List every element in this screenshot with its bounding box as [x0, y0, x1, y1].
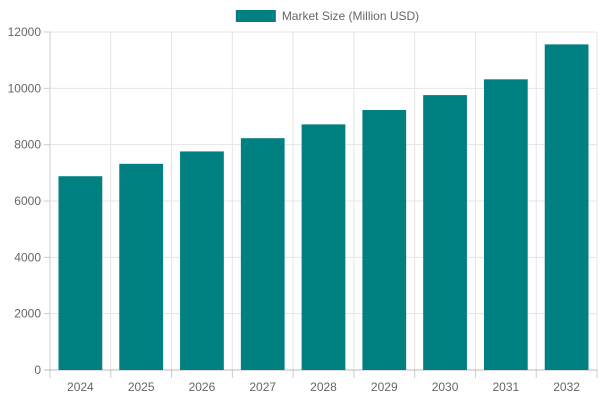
- bar-2029[interactable]: [362, 110, 407, 370]
- bar-2032[interactable]: [544, 44, 589, 370]
- legend[interactable]: Market Size (Million USD): [235, 9, 419, 23]
- y-tick-label: 2000: [14, 307, 41, 321]
- y-tick-label: 6000: [14, 194, 41, 208]
- bars: [58, 44, 589, 371]
- x-tick-label: 2029: [371, 380, 398, 394]
- bar-2030[interactable]: [423, 95, 467, 371]
- x-tick-label: 2031: [492, 380, 519, 394]
- x-tick-label: 2026: [189, 380, 216, 394]
- bar-2031[interactable]: [483, 79, 528, 370]
- x-tick-label: 2030: [432, 380, 459, 394]
- y-tick-label: 8000: [14, 138, 41, 152]
- x-tick-label: 2027: [249, 380, 276, 394]
- legend-label[interactable]: Market Size (Million USD): [282, 9, 419, 23]
- y-tick-label: 12000: [8, 25, 42, 39]
- bar-2024[interactable]: [58, 176, 103, 370]
- y-tick-label: 4000: [14, 250, 41, 264]
- grid-lines: [50, 31, 598, 370]
- bar-2027[interactable]: [240, 138, 285, 370]
- x-tick-label: 2028: [310, 380, 337, 394]
- bar-2025[interactable]: [119, 163, 164, 370]
- y-tick-label: 10000: [8, 81, 42, 95]
- x-tick-labels: 2024 2025 2026 2027 2028 2029 2030 2031 2032: [67, 380, 580, 394]
- y-tick-labels: 0 2000 4000 6000 8000 10000 12000: [8, 25, 42, 377]
- y-tick-label: 0: [34, 363, 41, 377]
- x-tick-label: 2032: [553, 380, 580, 394]
- bar-2028[interactable]: [301, 124, 346, 371]
- x-tick-label: 2024: [67, 380, 94, 394]
- legend-swatch[interactable]: [235, 10, 276, 22]
- bar-2026[interactable]: [180, 151, 224, 370]
- x-tick-label: 2025: [128, 380, 155, 394]
